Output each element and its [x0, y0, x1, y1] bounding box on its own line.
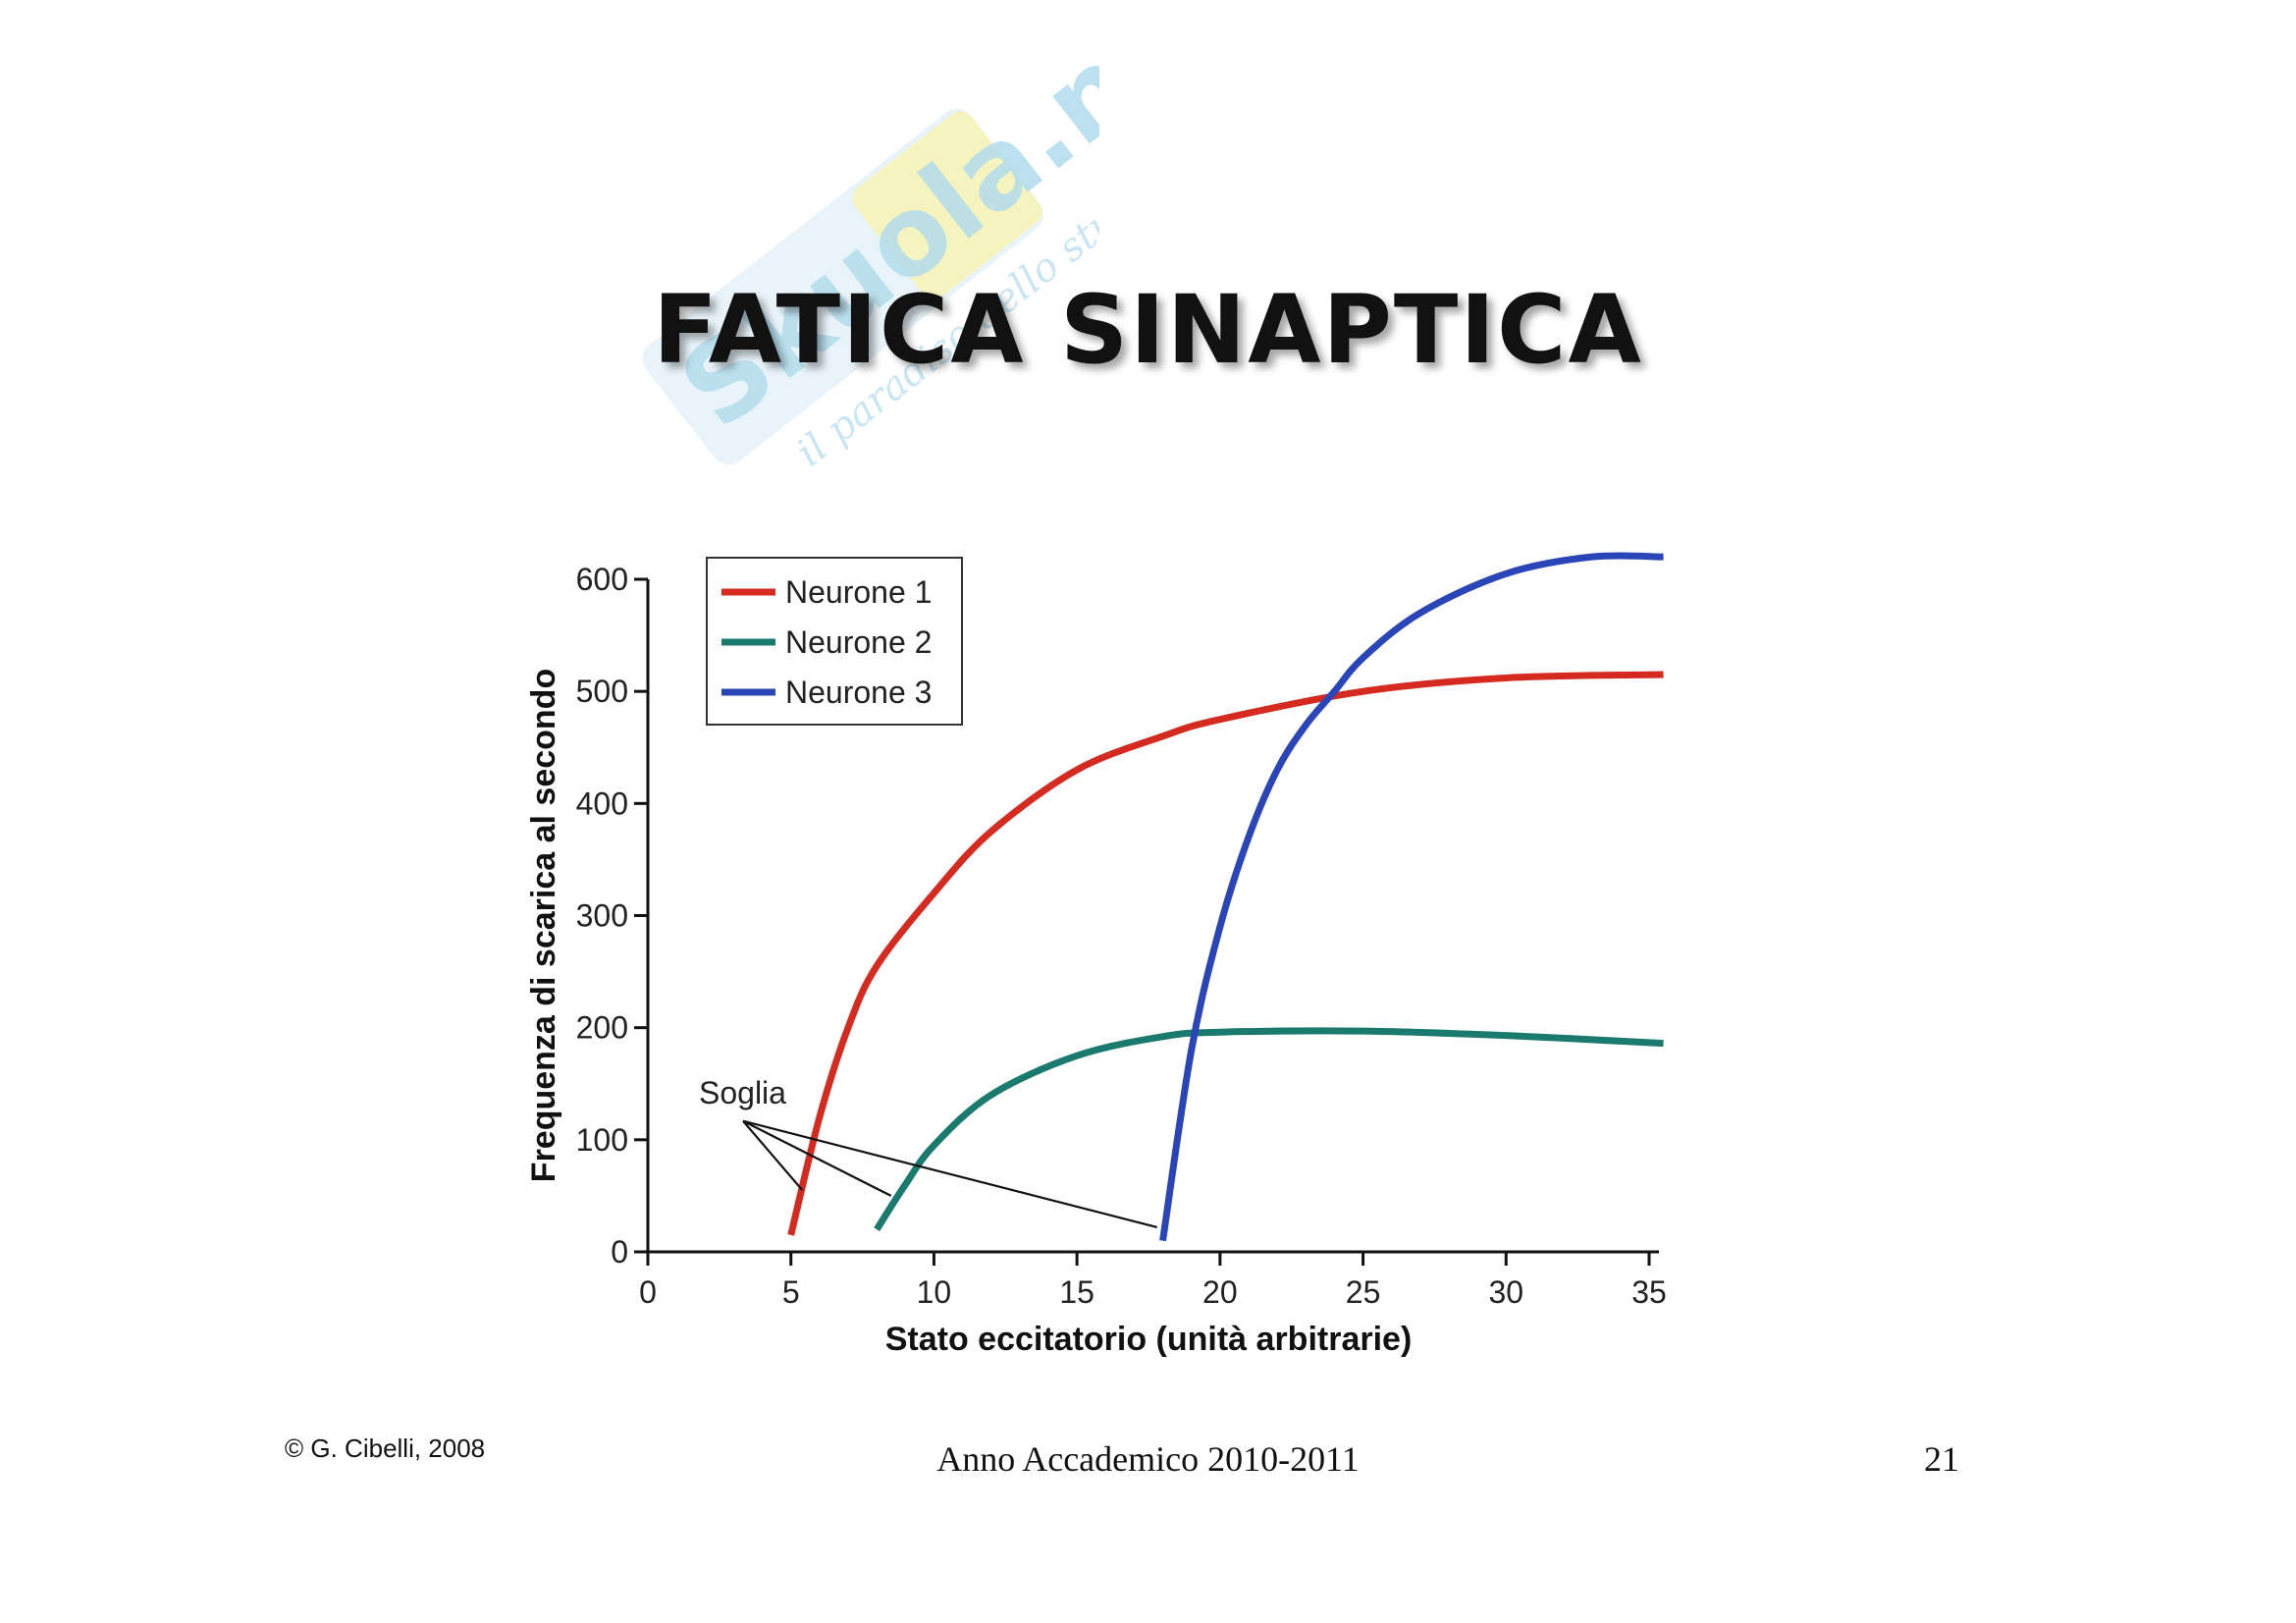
x-tick-label: 30	[1488, 1274, 1523, 1310]
y-tick-label: 600	[576, 562, 628, 597]
y-tick-label: 400	[576, 785, 628, 821]
series-line-neurone-1	[787, 671, 1664, 1236]
svg-text:Skuola.net: Skuola.net	[658, 49, 1099, 454]
synaptic-fatigue-chart: 0 100 200 300 400 500 600 0 5 10 15 20 25 30 35 Stato e…	[525, 552, 1667, 1358]
y-tick-label: 500	[576, 674, 628, 709]
slide-title: FATICA SINAPTICA	[653, 275, 1643, 385]
page-number: 21	[1924, 1439, 1959, 1479]
legend-entry: Neurone 2	[785, 624, 932, 660]
annotation-pointer	[742, 1119, 1158, 1228]
chart-legend: Neurone 1 Neurone 2 Neurone 3	[706, 557, 963, 726]
copyright-text: © G. Cibelli, 2008	[285, 1434, 486, 1463]
y-tick-label: 0	[611, 1234, 628, 1270]
annotation-pointer	[742, 1120, 804, 1191]
threshold-annotation: Soglia	[699, 1075, 1158, 1228]
x-tick-label: 20	[1202, 1274, 1238, 1310]
annotation-label: Soglia	[699, 1075, 786, 1110]
y-tick-label: 100	[576, 1122, 628, 1158]
series-line-neurone-3	[1159, 552, 1664, 1242]
y-axis-label: Frequenza di scarica al secondo	[525, 669, 562, 1182]
x-tick-label: 5	[782, 1274, 800, 1310]
x-tick-label: 25	[1346, 1274, 1381, 1310]
x-tick-label: 35	[1631, 1274, 1667, 1310]
legend-entry: Neurone 3	[785, 675, 932, 710]
y-tick-label: 300	[576, 898, 628, 934]
series-layer	[787, 552, 1664, 1242]
x-tick-label: 0	[639, 1274, 657, 1310]
x-tick-label: 15	[1059, 1274, 1095, 1310]
x-axis-label: Stato eccitatorio (unità arbitrarie)	[885, 1321, 1413, 1358]
annotation-pointer	[742, 1119, 892, 1197]
x-tick-label: 10	[917, 1274, 952, 1310]
legend-entry: Neurone 1	[785, 574, 932, 610]
axes: 0 100 200 300 400 500 600 0 5 10 15 20 25 30 35 Stato e…	[525, 562, 1667, 1358]
series-line-neurone-2	[874, 1027, 1664, 1232]
academic-year-text: Anno Accademico 2010-2011	[936, 1439, 1360, 1479]
y-tick-label: 200	[576, 1010, 628, 1046]
